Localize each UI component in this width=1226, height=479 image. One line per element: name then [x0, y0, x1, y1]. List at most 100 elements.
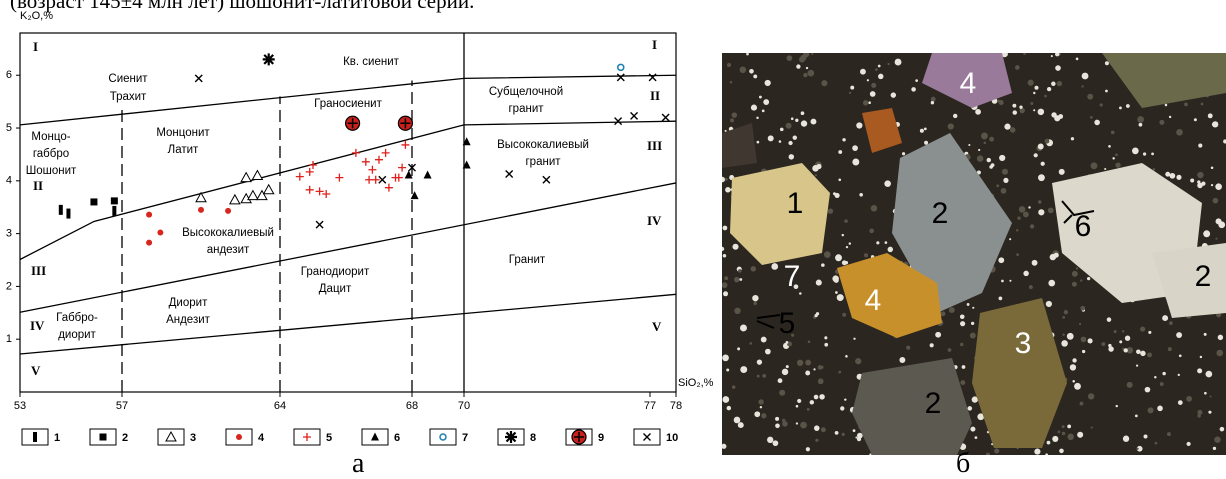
grain	[887, 63, 889, 65]
grain	[805, 371, 810, 376]
marker	[296, 173, 304, 181]
grain	[1176, 332, 1182, 338]
photo-label: 2	[1195, 260, 1212, 293]
grain	[1030, 102, 1033, 105]
grain	[1077, 432, 1083, 438]
grain	[1127, 382, 1133, 388]
grain	[1206, 371, 1213, 378]
grain	[1168, 347, 1172, 351]
grain	[1094, 120, 1100, 126]
grain	[844, 398, 846, 400]
grain	[960, 343, 963, 346]
grain	[1176, 175, 1181, 180]
marker-part	[241, 173, 251, 182]
grain	[727, 63, 731, 67]
grain	[1124, 348, 1128, 352]
y-tick-label: 6	[6, 69, 12, 81]
grain	[1059, 169, 1065, 175]
grain	[1165, 104, 1168, 107]
grain	[1204, 333, 1207, 336]
grain	[816, 280, 822, 286]
region-label: диорит	[58, 329, 96, 341]
marker	[401, 141, 409, 149]
grain	[807, 70, 814, 77]
zone-label: III	[31, 263, 46, 278]
grain	[1108, 145, 1111, 148]
grain	[767, 437, 773, 443]
grain	[1154, 376, 1156, 378]
grain	[849, 92, 851, 94]
grain	[1143, 152, 1146, 155]
grain	[1055, 65, 1061, 71]
grain	[1119, 107, 1122, 110]
grain	[1072, 282, 1077, 287]
grain	[773, 440, 779, 446]
grain	[871, 83, 876, 88]
grain	[1190, 178, 1194, 182]
grain	[870, 91, 876, 97]
grain	[725, 187, 730, 192]
marker	[309, 161, 317, 169]
marker-part	[543, 176, 550, 183]
grain	[780, 128, 784, 132]
marker-part	[112, 206, 116, 216]
grain	[778, 378, 783, 383]
region-label: Гранодиорит	[301, 266, 370, 278]
grain	[723, 226, 728, 231]
grain	[1081, 85, 1083, 87]
grain	[1153, 168, 1156, 171]
grain	[1213, 447, 1216, 450]
grain	[1211, 184, 1213, 186]
photo-label: 4	[865, 284, 882, 317]
grain	[1090, 116, 1093, 119]
grain	[1047, 87, 1051, 91]
grain	[828, 208, 833, 213]
grain	[924, 128, 927, 131]
grain	[920, 129, 924, 133]
grain	[987, 158, 991, 162]
photo-label: 4	[960, 67, 977, 100]
grain	[1211, 167, 1214, 170]
legend-label: 1	[54, 432, 60, 444]
grain	[860, 69, 866, 75]
grain	[856, 122, 862, 128]
grain	[1047, 441, 1051, 445]
marker-part	[33, 432, 37, 442]
grain	[1148, 331, 1151, 334]
grain	[852, 145, 858, 151]
legend-marker	[505, 431, 517, 443]
grain	[1114, 330, 1117, 333]
grain	[1019, 108, 1024, 113]
grain	[740, 324, 747, 331]
grain	[842, 234, 844, 236]
grain	[1023, 212, 1029, 218]
region-label: Гранит	[509, 254, 546, 266]
grain	[765, 349, 771, 355]
grain	[723, 254, 727, 258]
zone-label: I	[652, 37, 657, 52]
grain	[1160, 382, 1164, 386]
grain	[1072, 380, 1075, 383]
grain	[1076, 58, 1079, 61]
marker-part	[365, 176, 373, 184]
grain	[816, 164, 821, 169]
grain	[1048, 207, 1054, 213]
grain	[1080, 306, 1085, 311]
grain	[1108, 346, 1113, 351]
legend-marker	[100, 434, 107, 441]
grain	[726, 368, 729, 371]
marker	[382, 149, 390, 157]
grain	[1082, 350, 1085, 353]
grain	[1041, 162, 1045, 166]
grain	[1009, 238, 1011, 240]
grain	[1074, 383, 1081, 390]
marker	[385, 184, 393, 192]
marker	[241, 173, 251, 182]
grain	[1009, 280, 1011, 282]
grain	[821, 263, 825, 267]
photo-label: 7	[784, 260, 801, 293]
grain	[1167, 432, 1171, 436]
grain	[814, 395, 819, 400]
region-label: Диорит	[169, 297, 208, 309]
marker	[225, 208, 231, 214]
